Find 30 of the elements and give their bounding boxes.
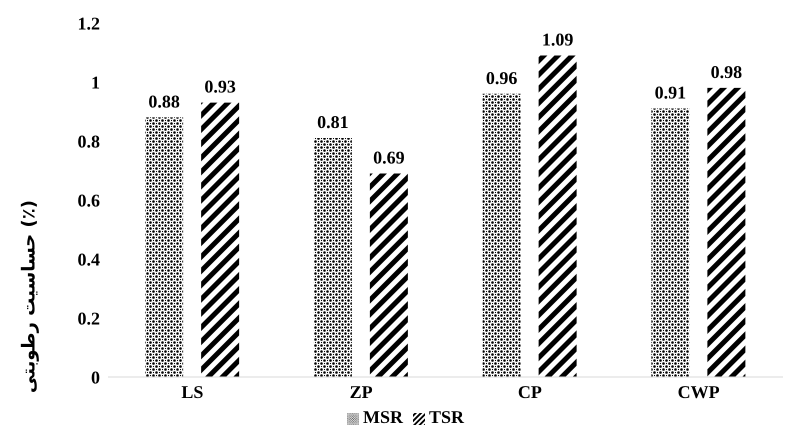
y-tick-label: 0.2 <box>78 308 100 328</box>
bar <box>201 102 240 377</box>
bar <box>145 117 184 377</box>
bar <box>707 88 746 377</box>
data-label: 0.88 <box>148 91 180 112</box>
bar <box>482 94 521 377</box>
data-label: 0.69 <box>373 147 405 168</box>
data-label: 0.96 <box>486 68 518 88</box>
bar <box>651 108 690 377</box>
y-tick-label: 1.2 <box>78 13 100 34</box>
legend-label: TSR <box>428 407 464 427</box>
x-tick-label: CP <box>518 382 542 402</box>
x-tick-label: LS <box>181 382 204 402</box>
bar <box>314 138 352 377</box>
y-tick-label: 1 <box>91 72 100 92</box>
data-label: 0.93 <box>204 76 236 97</box>
data-label: 0.91 <box>654 82 686 103</box>
x-tick-label: CWP <box>678 382 720 402</box>
y-tick-label: 0.4 <box>78 249 100 270</box>
data-label: 0.98 <box>710 62 742 82</box>
y-axis-title: حساسیت رطوبتی (٪) <box>18 200 40 394</box>
y-tick-label: 0 <box>91 367 100 388</box>
legend-label: MSR <box>362 407 403 427</box>
data-label: 1.09 <box>542 29 574 50</box>
y-tick-label: 0.8 <box>78 131 100 152</box>
bar <box>370 173 408 377</box>
data-label: 0.81 <box>317 112 349 132</box>
y-tick-label: 0.6 <box>78 190 100 210</box>
x-tick-label: ZP <box>350 382 373 402</box>
bar <box>538 55 577 377</box>
